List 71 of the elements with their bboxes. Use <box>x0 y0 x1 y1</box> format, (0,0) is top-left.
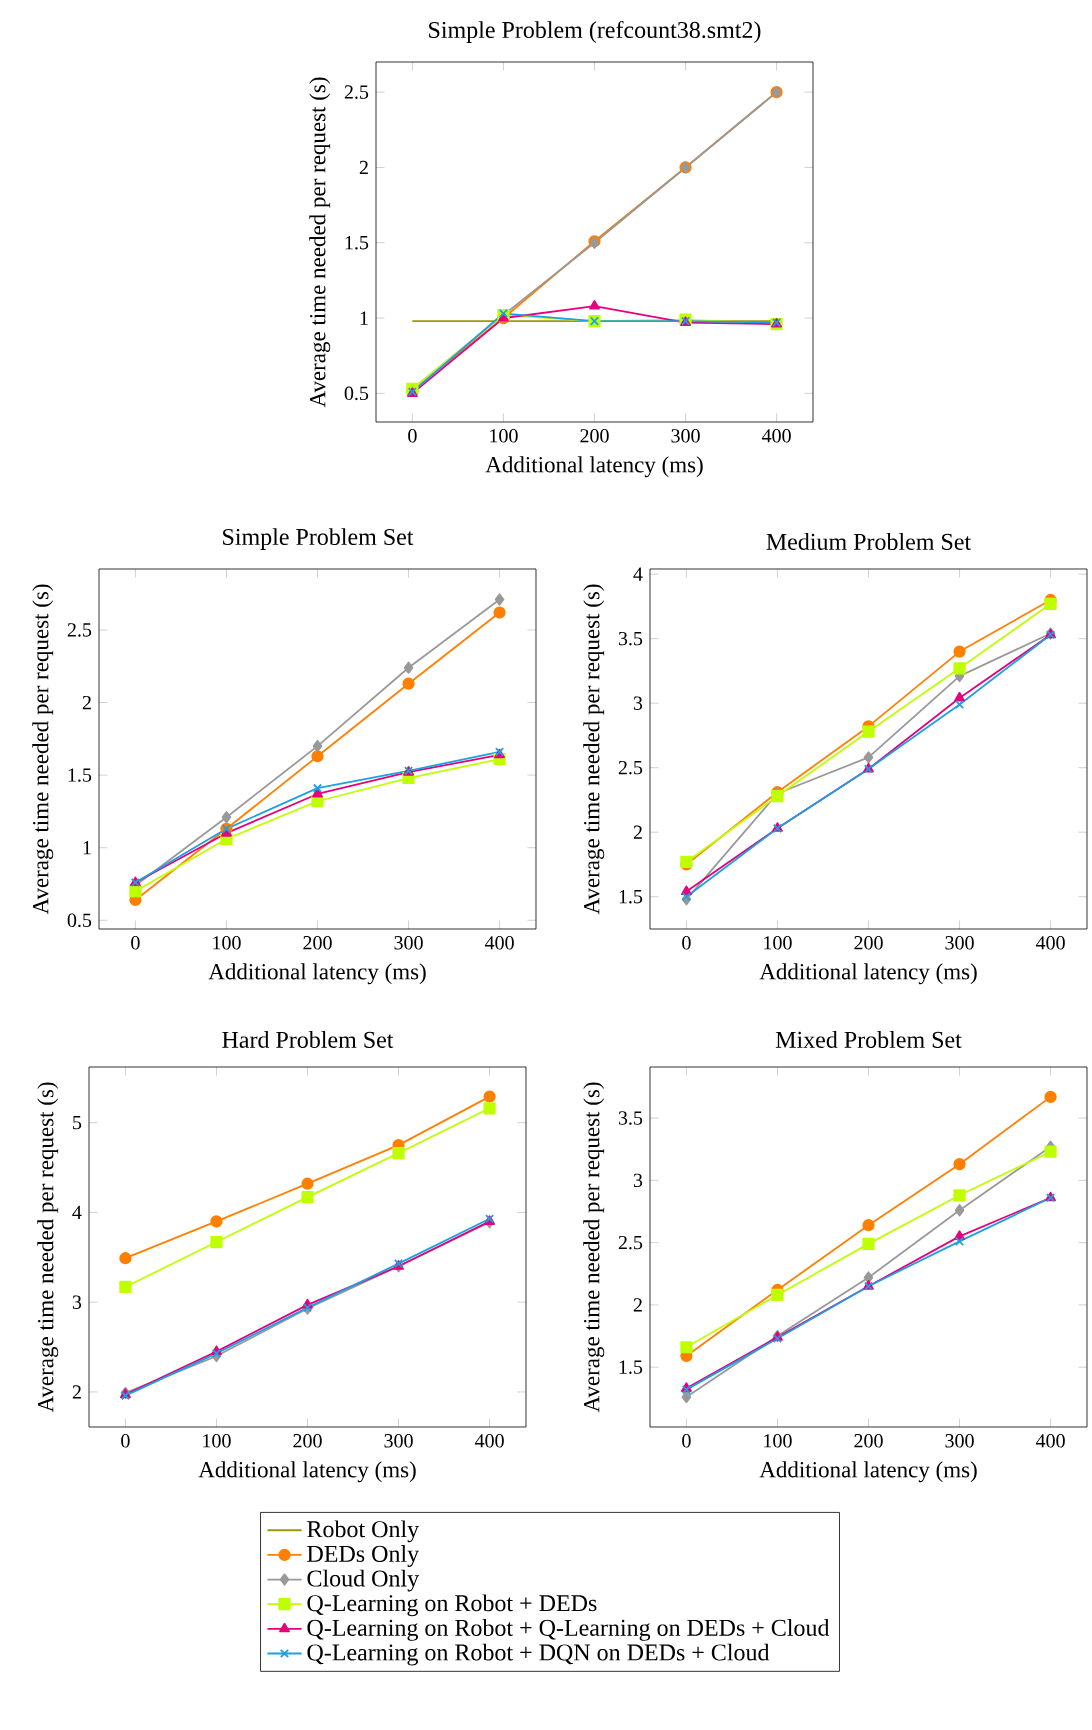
y-tick-label: 2 <box>633 825 642 839</box>
legend-label: Cloud Only <box>307 1569 420 1592</box>
y-tick-label: 2.5 <box>344 85 369 99</box>
x-tick-label: 400 <box>474 1434 504 1448</box>
y-tick-label: 1.5 <box>619 889 643 904</box>
x-axis-title: Additional latency (ms) <box>208 963 426 985</box>
y-axis-title: Average time needed per request (s) <box>583 1082 605 1413</box>
legend-label: Q-Learning on Robot + Q-Learning on DEDs + Cloud <box>307 1619 830 1641</box>
y-tick-label: 1 <box>83 841 91 855</box>
x-tick-label: 400 <box>484 936 514 950</box>
x-tick-label: 100 <box>490 429 518 443</box>
y-tick-label: 2 <box>82 695 91 710</box>
y-tick-label: 4 <box>633 567 643 581</box>
y-axis-title: Average time needed per request (s) <box>32 584 54 915</box>
y-tick-label: 3.5 <box>618 1111 643 1125</box>
x-axis-title: Additional latency (ms) <box>759 963 977 985</box>
x-tick-label: 200 <box>293 1434 322 1448</box>
x-tick-label: 300 <box>945 936 974 950</box>
x-tick-label: 300 <box>945 1434 974 1448</box>
x-tick-label: 0 <box>682 1434 691 1448</box>
y-axis-title: Average time needed per request (s) <box>309 77 331 408</box>
y-tick-label: 2.5 <box>618 760 643 775</box>
x-axis-title: Additional latency (ms) <box>485 456 703 478</box>
y-tick-label: 3 <box>72 1295 82 1309</box>
chart-title: Hard Problem Set <box>222 1031 394 1048</box>
y-tick-label: 1 <box>360 311 368 325</box>
y-tick-label: 0.5 <box>67 913 92 928</box>
y-tick-label: 2 <box>633 1298 642 1312</box>
legend-label: Q-Learning on Robot + DQN on DEDs + Cloud <box>307 1643 770 1666</box>
y-tick-label: 2.5 <box>618 1235 643 1250</box>
y-tick-label: 0.5 <box>344 386 369 401</box>
x-tick-label: 200 <box>303 936 332 950</box>
x-tick-label: 200 <box>854 936 883 950</box>
x-tick-label: 400 <box>1035 936 1065 950</box>
y-tick-label: 1.5 <box>68 768 92 782</box>
x-tick-label: 0 <box>131 936 140 950</box>
y-axis-title: Average time needed per request (s) <box>583 584 605 915</box>
chart-title: Medium Problem Set <box>766 533 971 550</box>
y-tick-label: 3 <box>633 1173 643 1188</box>
y-tick-label: 1.5 <box>345 236 369 250</box>
x-axis-title: Additional latency (ms) <box>198 1461 416 1483</box>
y-axis-title: Average time needed per request (s) <box>37 1082 59 1413</box>
legend-label: Q-Learning on Robot + DEDs <box>307 1594 597 1617</box>
x-tick-label: 0 <box>121 1434 130 1448</box>
x-tick-label: 400 <box>1035 1434 1065 1448</box>
y-tick-label: 2 <box>72 1385 81 1399</box>
x-tick-label: 200 <box>580 429 609 443</box>
y-tick-label: 3.5 <box>618 631 643 646</box>
chart-title: Mixed Problem Set <box>775 1031 962 1048</box>
x-tick-label: 0 <box>408 429 417 443</box>
x-tick-label: 300 <box>671 429 700 443</box>
chart-title: Simple Problem Set <box>223 528 414 550</box>
y-tick-label: 5 <box>73 1115 82 1130</box>
x-tick-label: 100 <box>764 1434 792 1448</box>
x-tick-label: 0 <box>682 936 691 950</box>
x-tick-label: 100 <box>213 936 241 950</box>
x-tick-label: 100 <box>203 1434 231 1448</box>
legend-label: Robot Only <box>307 1520 420 1543</box>
y-tick-label: 3 <box>633 696 643 710</box>
y-tick-label: 2.5 <box>67 623 92 637</box>
x-tick-label: 100 <box>764 936 792 950</box>
y-tick-label: 2 <box>359 160 368 175</box>
chart-title: Simple Problem (refcount38.smt2) <box>429 20 761 43</box>
x-tick-label: 300 <box>394 936 423 950</box>
x-tick-label: 300 <box>384 1434 413 1448</box>
x-tick-label: 200 <box>854 1434 883 1448</box>
x-axis-title: Additional latency (ms) <box>759 1461 977 1483</box>
y-tick-label: 4 <box>72 1205 82 1220</box>
y-tick-label: 1.5 <box>619 1360 643 1374</box>
legend-label: DEDs Only <box>307 1545 420 1567</box>
x-tick-label: 400 <box>761 429 791 443</box>
